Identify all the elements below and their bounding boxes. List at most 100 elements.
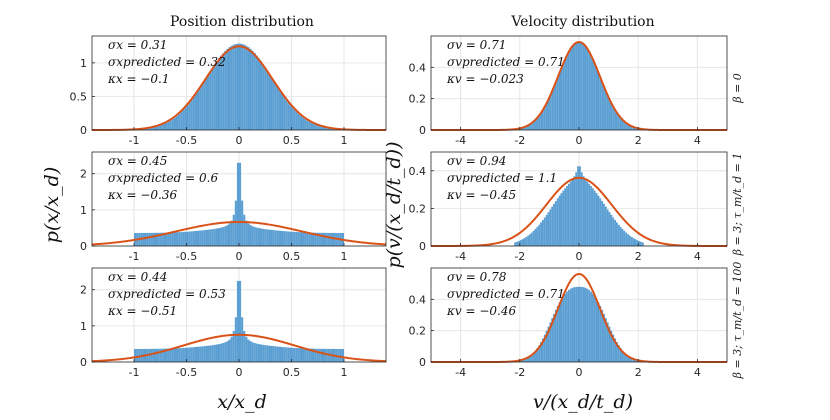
- hist-bar: [226, 48, 229, 130]
- hist-bar: [603, 313, 605, 362]
- hist-bar: [251, 342, 254, 362]
- hist-bar: [329, 232, 332, 246]
- hist-bar: [547, 99, 550, 130]
- hist-bar: [604, 206, 607, 246]
- hist-bar: [634, 360, 637, 362]
- hist-bar: [272, 230, 275, 246]
- panel-position-1: -1 -0.5 0 0.5 1 0 1 2 σx = 0.45 σxpredicted = 0.6…: [80, 151, 387, 263]
- velocity-ylabel: p(v/(x_d/t_d)): [383, 141, 405, 268]
- hist-bar: [308, 232, 311, 246]
- hist-bar: [627, 356, 629, 362]
- hist-bar: [320, 126, 323, 130]
- hist-bar: [173, 348, 176, 362]
- hist-bar: [580, 172, 583, 246]
- hist-bar: [625, 122, 628, 130]
- hist-bar: [278, 346, 281, 362]
- hist-bar: [182, 109, 185, 130]
- hist-bar: [220, 227, 223, 246]
- hist-bar: [266, 345, 269, 362]
- hist-bar: [538, 224, 541, 246]
- hist-bar: [593, 190, 596, 246]
- hist-bar: [155, 232, 158, 246]
- hist-bar: [562, 63, 565, 130]
- hist-bar: [167, 121, 170, 130]
- hist-bar: [569, 288, 572, 362]
- hist-bar: [155, 348, 158, 362]
- hist-bar: [255, 227, 258, 246]
- hist-bar: [619, 117, 622, 130]
- hist-bar: [582, 176, 585, 246]
- hist-bar: [606, 95, 609, 130]
- hist-bar: [186, 105, 189, 130]
- hist-bar: [207, 74, 210, 130]
- hist-bar: [249, 225, 252, 246]
- hist-bar: [573, 287, 576, 362]
- hist-bar: [182, 231, 185, 246]
- hist-bar: [228, 339, 231, 362]
- hist-bar: [201, 84, 204, 130]
- hist-bar: [272, 80, 275, 130]
- hist-bar: [527, 125, 530, 130]
- stat-line-1: σxpredicted = 0.53: [108, 287, 226, 301]
- hist-bar: [590, 291, 592, 362]
- hist-bar: [173, 232, 176, 246]
- hist-bar: [556, 305, 559, 362]
- hist-bar: [287, 347, 290, 362]
- hist-bar: [295, 348, 298, 362]
- hist-bar: [291, 347, 294, 362]
- hist-bar: [245, 45, 248, 130]
- hist-bar: [314, 348, 317, 362]
- hist-bar: [306, 232, 309, 246]
- hist-bar: [582, 287, 585, 362]
- hist-bar: [606, 322, 609, 362]
- hist-bar: [281, 230, 284, 246]
- hist-bar: [253, 53, 256, 131]
- hist-bar: [532, 121, 535, 130]
- hist-bar: [619, 226, 622, 246]
- hist-bar: [549, 209, 552, 246]
- hist-bar: [176, 232, 179, 246]
- hist-bar: [304, 232, 307, 246]
- hist-bar: [612, 217, 615, 246]
- stat-line-1: σxpredicted = 0.6: [108, 171, 218, 185]
- hist-bar: [320, 232, 323, 246]
- hist-bar: [630, 236, 633, 246]
- hist-bar: [230, 336, 233, 362]
- hist-bar: [203, 346, 206, 362]
- hist-bar: [577, 286, 579, 362]
- hist-bar: [308, 348, 311, 362]
- hist-bar: [159, 232, 162, 246]
- hist-bar: [146, 232, 149, 246]
- hist-bar: [241, 43, 244, 130]
- hist-bar: [276, 87, 279, 130]
- hist-bar: [597, 195, 600, 246]
- stat-line-2: κx = −0.1: [107, 72, 169, 86]
- hist-bar: [538, 115, 541, 130]
- xtick-label: -1: [129, 250, 140, 263]
- ytick-label: 1: [80, 57, 87, 70]
- hist-bar: [167, 232, 170, 246]
- hist-bar: [551, 91, 554, 130]
- hist-bar: [138, 348, 141, 362]
- panel-velocity-2: -4 -2 0 2 4 0 0.2 0.4 σv = 0.78 σvpredicted = 0.7…: [409, 267, 728, 379]
- hist-bar: [152, 127, 155, 130]
- hist-bar: [299, 115, 302, 130]
- hist-bar: [312, 123, 315, 130]
- hist-bar: [236, 162, 239, 246]
- stat-line-1: σvpredicted = 1.1: [447, 171, 557, 185]
- hist-bar: [184, 347, 187, 362]
- hist-bar: [180, 232, 183, 246]
- ytick-label: 0: [419, 124, 426, 137]
- hist-bar: [341, 348, 344, 362]
- hist-bar: [331, 232, 334, 246]
- hist-bar: [514, 242, 517, 246]
- hist-bar: [241, 200, 244, 246]
- hist-bar: [521, 127, 524, 130]
- hist-bar: [260, 61, 263, 131]
- hist-bar: [146, 128, 149, 130]
- hist-bar: [530, 122, 533, 130]
- hist-bar: [295, 112, 298, 130]
- hist-bar: [236, 43, 239, 130]
- hist-bar: [630, 126, 633, 130]
- panel-position-0: -1 -0.5 0 0.5 1 0 0.5 1 σx = 0.31 σxpredicted = 0…: [70, 35, 387, 147]
